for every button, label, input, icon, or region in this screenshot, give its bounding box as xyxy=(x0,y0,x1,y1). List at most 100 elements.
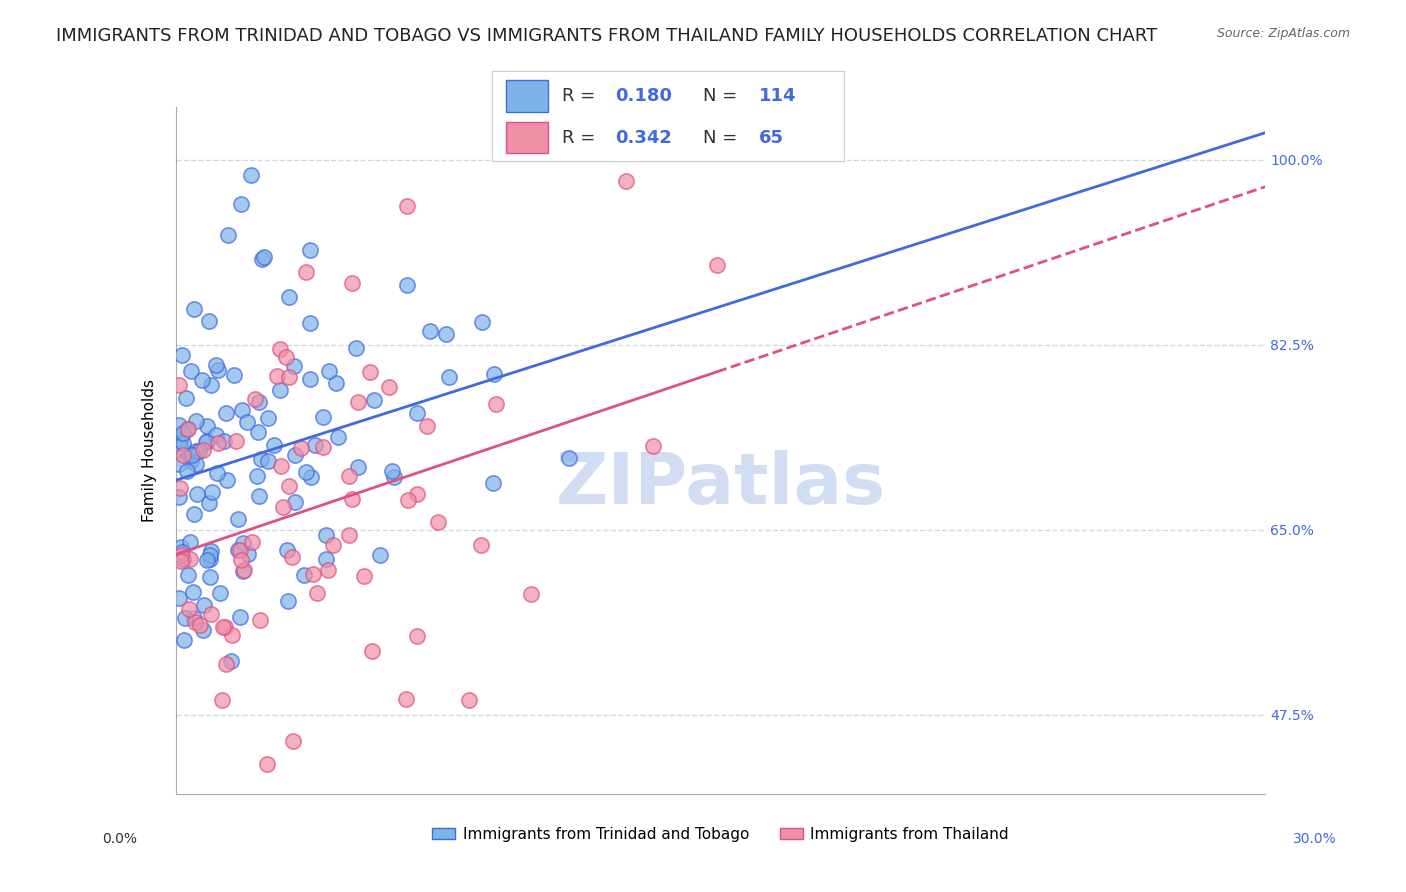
Immigrants from Thailand xyxy=(211,693,233,707)
Immigrants from Trinidad and Tobago xyxy=(382,469,405,483)
Immigrants from Trinidad and Tobago xyxy=(176,568,198,582)
Immigrants from Thailand xyxy=(322,538,344,552)
Immigrants from Trinidad and Tobago xyxy=(419,324,441,338)
Immigrants from Trinidad and Tobago xyxy=(283,448,305,462)
Text: 114: 114 xyxy=(759,87,797,105)
Immigrants from Trinidad and Tobago xyxy=(195,434,218,448)
Immigrants from Trinidad and Tobago xyxy=(193,599,215,613)
Immigrants from Trinidad and Tobago xyxy=(169,440,191,454)
Immigrants from Thailand xyxy=(283,734,305,748)
Immigrants from Trinidad and Tobago xyxy=(195,552,218,566)
Immigrants from Trinidad and Tobago xyxy=(201,484,224,499)
Immigrants from Thailand xyxy=(378,379,401,393)
Immigrants from Trinidad and Tobago xyxy=(232,564,254,578)
Immigrants from Trinidad and Tobago xyxy=(344,341,367,355)
Immigrants from Trinidad and Tobago xyxy=(231,403,253,417)
Immigrants from Trinidad and Tobago xyxy=(292,567,315,582)
Immigrants from Trinidad and Tobago xyxy=(226,542,249,557)
Immigrants from Trinidad and Tobago xyxy=(284,495,307,509)
Immigrants from Trinidad and Tobago xyxy=(217,227,239,242)
Immigrants from Trinidad and Tobago xyxy=(315,552,337,566)
Immigrants from Trinidad and Tobago xyxy=(231,196,253,211)
Immigrants from Thailand xyxy=(277,479,299,493)
Immigrants from Trinidad and Tobago xyxy=(169,436,191,450)
Immigrants from Trinidad and Tobago xyxy=(229,610,252,624)
Immigrants from Thailand xyxy=(361,644,384,658)
Immigrants from Thailand xyxy=(179,552,201,566)
Immigrants from Thailand xyxy=(249,613,271,627)
Immigrants from Trinidad and Tobago xyxy=(236,416,259,430)
Immigrants from Trinidad and Tobago xyxy=(170,545,193,559)
Immigrants from Trinidad and Tobago xyxy=(263,438,285,452)
Immigrants from Thailand xyxy=(458,693,481,707)
Immigrants from Trinidad and Tobago xyxy=(184,444,207,458)
Immigrants from Trinidad and Tobago xyxy=(298,317,321,331)
Immigrants from Thailand xyxy=(395,691,418,706)
Immigrants from Trinidad and Tobago xyxy=(169,417,191,432)
Immigrants from Thailand xyxy=(470,538,492,552)
Immigrants from Trinidad and Tobago xyxy=(278,290,301,304)
Immigrants from Trinidad and Tobago xyxy=(181,585,204,599)
Immigrants from Thailand xyxy=(169,378,191,392)
Immigrants from Trinidad and Tobago xyxy=(226,512,249,526)
Immigrants from Trinidad and Tobago xyxy=(325,376,347,391)
Immigrants from Thailand xyxy=(316,563,339,577)
Immigrants from Thailand xyxy=(396,493,419,508)
Immigrants from Thailand xyxy=(172,448,194,462)
Immigrants from Trinidad and Tobago xyxy=(176,422,198,436)
Immigrants from Trinidad and Tobago xyxy=(198,548,221,562)
Immigrants from Thailand xyxy=(229,542,252,557)
Immigrants from Trinidad and Tobago xyxy=(253,250,276,264)
FancyBboxPatch shape xyxy=(506,122,548,153)
Immigrants from Thailand xyxy=(266,369,288,384)
Immigrants from Thailand xyxy=(221,628,243,642)
Immigrants from Trinidad and Tobago xyxy=(437,370,460,384)
Immigrants from Trinidad and Tobago xyxy=(250,252,273,266)
Immigrants from Trinidad and Tobago xyxy=(169,435,191,450)
Immigrants from Trinidad and Tobago xyxy=(184,414,207,428)
Immigrants from Trinidad and Tobago xyxy=(194,434,217,449)
Immigrants from Thailand xyxy=(406,487,429,501)
Immigrants from Thailand xyxy=(207,435,229,450)
Immigrants from Trinidad and Tobago xyxy=(180,448,202,462)
Immigrants from Trinidad and Tobago xyxy=(315,527,337,541)
Immigrants from Trinidad and Tobago xyxy=(347,459,370,474)
Text: 0.0%: 0.0% xyxy=(103,832,136,846)
Immigrants from Thailand xyxy=(200,607,222,621)
Immigrants from Trinidad and Tobago xyxy=(172,551,194,566)
Immigrants from Trinidad and Tobago xyxy=(204,427,226,442)
Immigrants from Trinidad and Tobago xyxy=(217,473,239,487)
Immigrants from Trinidad and Tobago xyxy=(186,487,208,501)
Text: 30.0%: 30.0% xyxy=(1292,832,1337,846)
Text: 0.342: 0.342 xyxy=(616,129,672,147)
Immigrants from Trinidad and Tobago xyxy=(222,368,245,383)
Text: R =: R = xyxy=(562,87,602,105)
Immigrants from Trinidad and Tobago xyxy=(200,378,222,392)
Immigrants from Trinidad and Tobago xyxy=(205,466,228,480)
Immigrants from Trinidad and Tobago xyxy=(236,547,259,561)
Immigrants from Trinidad and Tobago xyxy=(283,359,305,373)
Immigrants from Trinidad and Tobago xyxy=(169,490,191,504)
Immigrants from Trinidad and Tobago xyxy=(200,544,222,558)
Immigrants from Trinidad and Tobago xyxy=(247,425,270,439)
Immigrants from Trinidad and Tobago xyxy=(326,430,349,444)
Immigrants from Thailand xyxy=(294,264,316,278)
Y-axis label: Family Households: Family Households xyxy=(142,379,157,522)
Immigrants from Trinidad and Tobago xyxy=(249,451,271,466)
Immigrants from Trinidad and Tobago xyxy=(209,586,232,600)
Immigrants from Trinidad and Tobago xyxy=(183,302,205,317)
Immigrants from Thailand xyxy=(416,418,439,433)
Immigrants from Thailand xyxy=(170,548,193,562)
Immigrants from Thailand xyxy=(274,351,297,365)
Immigrants from Trinidad and Tobago xyxy=(188,444,211,458)
Immigrants from Trinidad and Tobago xyxy=(183,508,205,522)
Immigrants from Trinidad and Tobago xyxy=(207,363,229,377)
Immigrants from Thailand xyxy=(280,549,302,564)
Immigrants from Trinidad and Tobago xyxy=(197,496,219,510)
Immigrants from Thailand xyxy=(170,554,193,568)
Immigrants from Thailand xyxy=(302,566,325,581)
Text: N =: N = xyxy=(703,129,742,147)
Immigrants from Trinidad and Tobago xyxy=(381,464,404,478)
Immigrants from Trinidad and Tobago xyxy=(169,591,191,605)
Immigrants from Thailand xyxy=(353,569,375,583)
